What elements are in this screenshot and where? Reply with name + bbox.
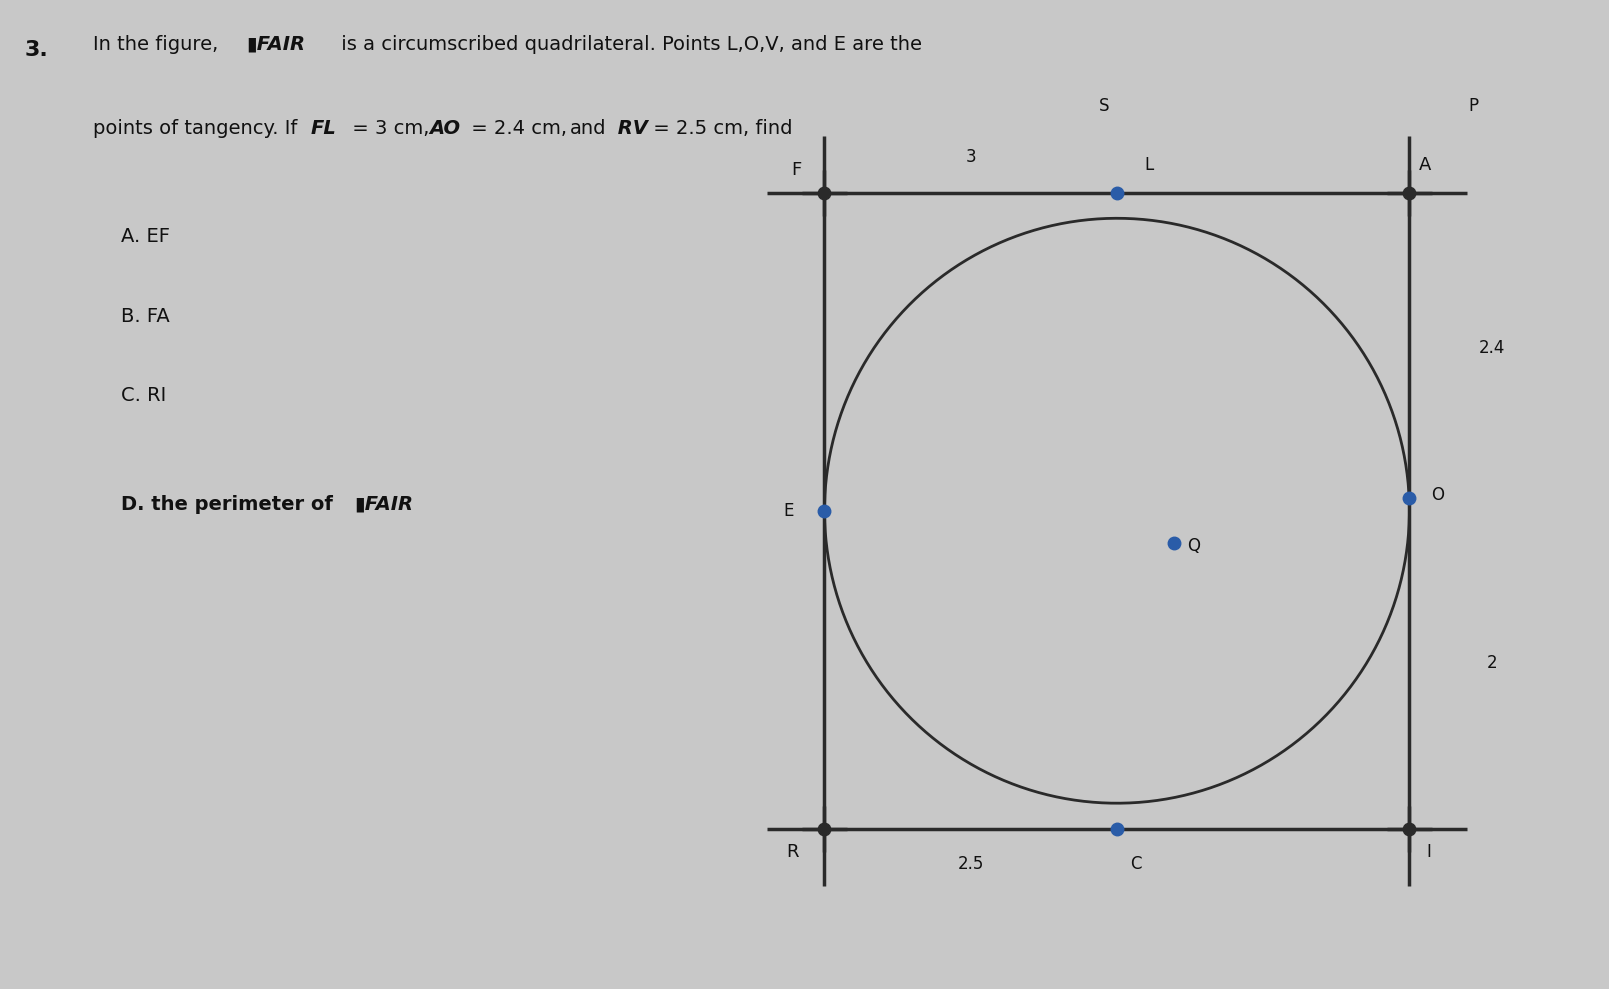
Text: 2.5: 2.5 [957,855,985,873]
Text: 2: 2 [1487,655,1498,673]
Text: A: A [1419,156,1430,174]
Text: is a circumscribed quadrilateral. Points L,O,V, and E are the: is a circumscribed quadrilateral. Points… [335,35,922,53]
Text: 3: 3 [965,148,977,166]
Text: I: I [1426,843,1430,860]
Text: D. the perimeter of: D. the perimeter of [121,494,339,513]
Text: S: S [1099,97,1110,116]
Text: ▮FAIR: ▮FAIR [246,35,306,53]
Text: B. FA: B. FA [121,307,169,325]
Text: L: L [1144,156,1154,174]
Text: A. EF: A. EF [121,227,169,246]
Text: and: and [570,119,607,137]
Text: O: O [1430,487,1443,504]
Text: In the figure,: In the figure, [93,35,225,53]
Text: F: F [792,161,801,179]
Text: P: P [1467,97,1479,116]
Text: ▮FAIR: ▮FAIR [354,494,414,513]
Text: C: C [1130,855,1142,873]
Text: points of tangency. If: points of tangency. If [93,119,304,137]
Text: RV: RV [611,119,648,137]
Text: = 2.4 cm,: = 2.4 cm, [465,119,573,137]
Text: = 2.5 cm, find: = 2.5 cm, find [647,119,792,137]
Text: Q: Q [1187,537,1200,556]
Text: 2.4: 2.4 [1479,339,1506,357]
Text: C. RI: C. RI [121,386,166,405]
Text: R: R [787,843,800,860]
Text: E: E [784,501,795,520]
Text: FL: FL [311,119,336,137]
Text: AO: AO [430,119,460,137]
Text: = 3 cm,: = 3 cm, [346,119,436,137]
Text: 3.: 3. [24,40,48,59]
